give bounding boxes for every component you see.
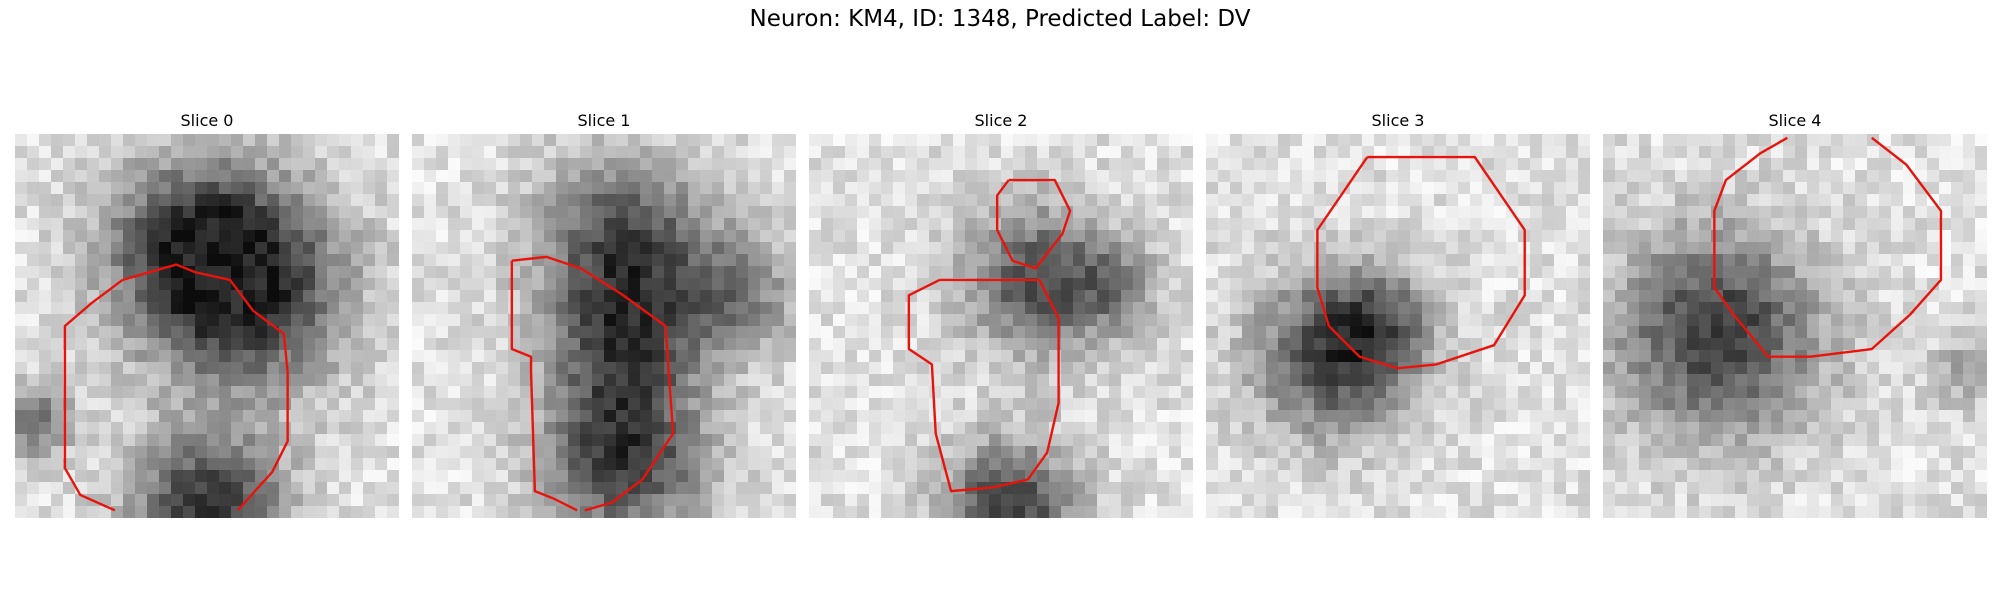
figure-title: Neuron: KM4, ID: 1348, Predicted Label: … bbox=[749, 6, 1251, 32]
segmentation-contour bbox=[63, 278, 124, 512]
slice-image bbox=[1603, 134, 1987, 518]
slice-title: Slice 4 bbox=[1768, 111, 1822, 130]
slice-image bbox=[1206, 134, 1590, 518]
slice-panel-3: Slice 3 bbox=[1206, 108, 1590, 518]
slice-title: Slice 1 bbox=[577, 111, 631, 130]
slice-image bbox=[412, 134, 796, 518]
slice-panel-1: Slice 1 bbox=[412, 108, 796, 518]
segmentation-contour bbox=[510, 260, 578, 512]
segmentation-contour bbox=[907, 278, 1060, 493]
slice-panel-4: Slice 4 bbox=[1603, 108, 1987, 518]
segmentation-contour bbox=[995, 178, 1072, 270]
slice-panel-2: Slice 2 bbox=[809, 108, 1193, 518]
slice-title: Slice 0 bbox=[180, 111, 234, 130]
segmentation-contour bbox=[511, 255, 675, 512]
segmentation-contour bbox=[1713, 136, 1943, 358]
slice-title: Slice 3 bbox=[1371, 111, 1425, 130]
slice-title: Slice 2 bbox=[974, 111, 1028, 130]
segmentation-contour bbox=[1316, 155, 1526, 370]
slice-panel-0: Slice 0 bbox=[15, 108, 399, 518]
slice-image bbox=[15, 134, 399, 518]
slice-image bbox=[809, 134, 1193, 518]
segmentation-contour bbox=[122, 263, 289, 512]
